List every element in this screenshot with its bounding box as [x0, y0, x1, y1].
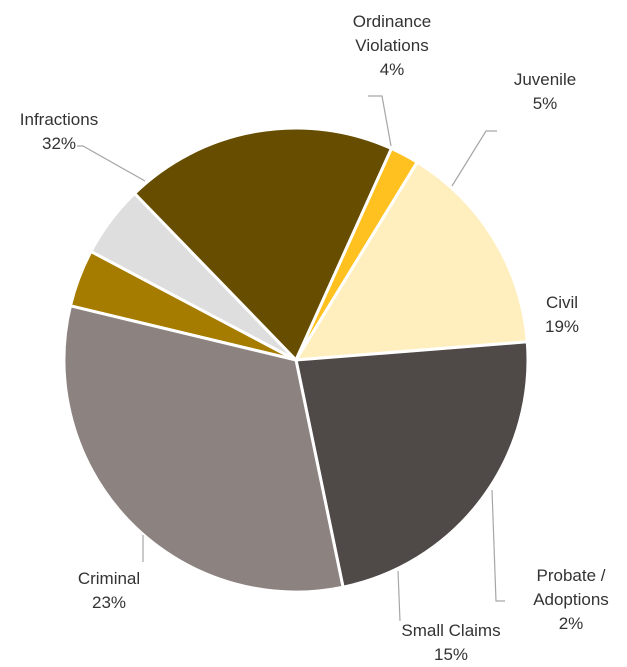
label-percent: 4%: [380, 60, 405, 79]
label-category-line: Ordinance: [353, 12, 431, 31]
label-percent: 2%: [559, 614, 584, 633]
slice-labels: Ordinance Violations 4% Juvenile 5% Civil 19% P…: [20, 12, 609, 664]
label-category-line: Adoptions: [533, 590, 609, 609]
label-percent: 5%: [533, 94, 558, 113]
leader-line-infractions: [77, 145, 146, 182]
data-label-juvenile: Juvenile 5%: [514, 70, 576, 113]
label-category-line: Juvenile: [514, 70, 576, 89]
label-category-line: Civil: [546, 293, 578, 312]
label-percent: 15%: [434, 645, 468, 664]
pie-slice-infractions: [62, 304, 345, 594]
label-percent: 19%: [545, 317, 579, 336]
label-category-line: Violations: [355, 36, 428, 55]
label-category-line: Infractions: [20, 110, 98, 129]
data-label-probate-adoptions: Probate / Adoptions 2%: [533, 566, 609, 633]
data-label-ordinance-violations: Ordinance Violations 4%: [353, 12, 431, 79]
leader-lines: [77, 95, 505, 622]
pie-slices: [62, 126, 530, 594]
label-percent: 23%: [92, 593, 126, 612]
data-label-civil: Civil 19%: [545, 293, 579, 336]
leader-line-probate-adoptions: [491, 489, 505, 602]
label-category-line: Criminal: [78, 569, 140, 588]
label-category-line: Probate /: [537, 566, 606, 585]
label-category-line: Small Claims: [401, 621, 500, 640]
data-label-small-claims: Small Claims 15%: [401, 621, 500, 664]
pie-slice-criminal: [294, 340, 530, 589]
pie-slice-small-claims: [294, 160, 529, 362]
pie-slice-civil: [133, 126, 393, 362]
data-label-infractions: Infractions 32%: [20, 110, 98, 153]
leader-line-small-claims: [397, 570, 401, 622]
leader-line-juvenile: [451, 130, 497, 187]
data-label-criminal: Criminal 23%: [78, 569, 140, 612]
leader-line-ordinance-violations: [368, 95, 392, 147]
label-percent: 32%: [42, 134, 76, 153]
